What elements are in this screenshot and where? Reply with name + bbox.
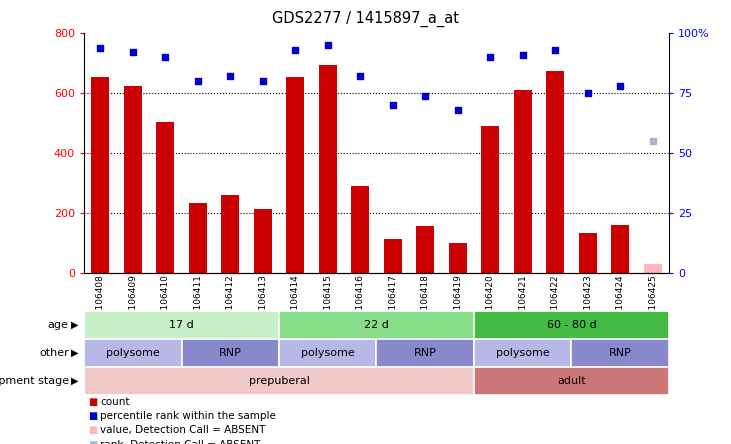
Point [387,102,398,109]
Text: ■: ■ [88,411,97,421]
Text: polysome: polysome [496,348,550,358]
Point [224,73,236,80]
Bar [124,86,142,273]
Text: polysome: polysome [301,348,355,358]
Text: count: count [100,397,129,407]
Bar [514,90,531,273]
Bar [376,339,474,367]
Point [127,49,139,56]
Bar [254,209,272,273]
Bar [384,238,401,273]
Point [452,107,463,114]
Bar [181,339,279,367]
Text: GDS2277 / 1415897_a_at: GDS2277 / 1415897_a_at [272,11,459,27]
Text: prepuberal: prepuberal [249,376,309,386]
Text: other: other [39,348,69,358]
Point [322,42,333,49]
Bar [91,77,109,273]
Text: RNP: RNP [219,348,242,358]
Point [647,138,659,145]
Text: ▶: ▶ [72,376,79,386]
Text: age: age [48,320,69,330]
Text: ▶: ▶ [72,348,79,358]
Point [485,54,496,61]
Bar [156,122,174,273]
Text: ■: ■ [88,397,97,407]
Bar [319,65,337,273]
Text: 17 d: 17 d [169,320,194,330]
Point [420,92,431,99]
Point [549,47,561,54]
Point [257,78,268,85]
Bar [352,186,369,273]
Bar [644,264,662,273]
Point [289,47,301,54]
Bar [474,339,572,367]
Point [582,90,594,97]
Text: rank, Detection Call = ABSENT: rank, Detection Call = ABSENT [100,440,260,444]
Bar [416,226,434,273]
Text: value, Detection Call = ABSENT: value, Detection Call = ABSENT [100,425,265,436]
Bar [84,311,279,339]
Bar [84,367,474,395]
Bar [84,339,181,367]
Text: 60 - 80 d: 60 - 80 d [547,320,596,330]
Bar [449,243,466,273]
Point [159,54,171,61]
Text: ■: ■ [88,425,97,436]
Text: ■: ■ [88,440,97,444]
Bar [279,311,474,339]
Point [614,83,626,90]
Bar [287,77,304,273]
Text: ▶: ▶ [72,320,79,330]
Text: RNP: RNP [414,348,436,358]
Bar [481,126,499,273]
Point [355,73,366,80]
Bar [279,339,376,367]
Point [94,44,106,51]
Bar [474,367,669,395]
Bar [189,202,207,273]
Bar [221,195,239,273]
Bar [474,311,669,339]
Point [192,78,204,85]
Text: polysome: polysome [106,348,159,358]
Bar [572,339,669,367]
Text: 22 d: 22 d [364,320,389,330]
Bar [579,233,596,273]
Text: development stage: development stage [0,376,69,386]
Bar [611,225,629,273]
Text: adult: adult [557,376,586,386]
Bar [546,71,564,273]
Text: RNP: RNP [609,348,632,358]
Text: percentile rank within the sample: percentile rank within the sample [100,411,276,421]
Point [517,52,529,59]
